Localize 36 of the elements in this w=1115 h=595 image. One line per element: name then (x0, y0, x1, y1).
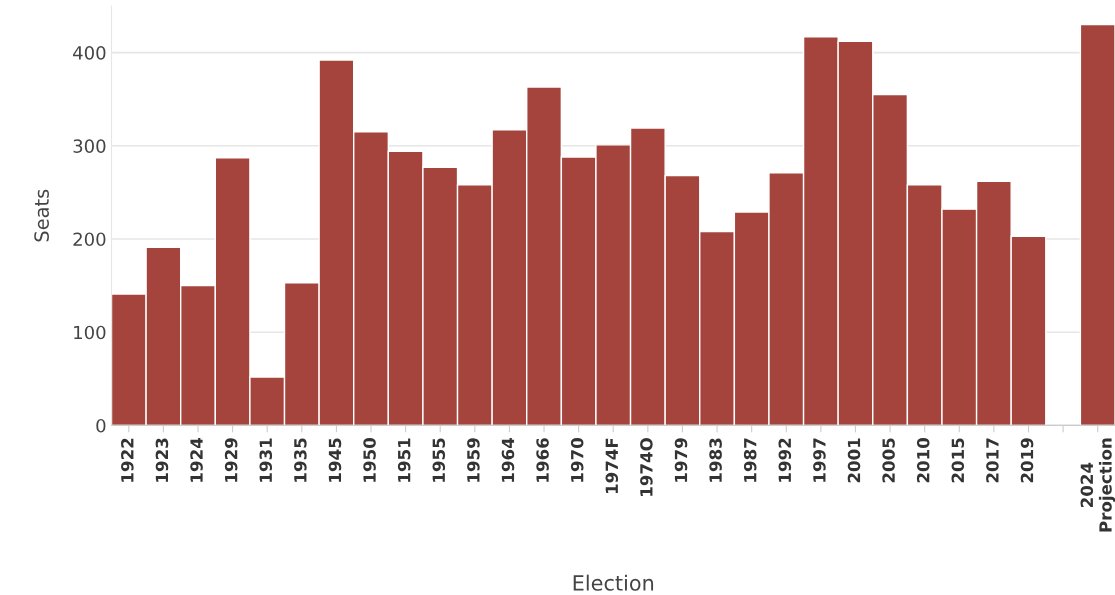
x-tick-label: 1966 (536, 438, 549, 482)
x-tick-label: 1964 (501, 438, 515, 482)
y-tick-label: 200 (73, 232, 106, 247)
y-axis-title: Seats (34, 189, 49, 242)
y-tick-label: 0 (96, 418, 106, 433)
x-axis-title: Election (573, 574, 654, 591)
x-tick-label: 2001 (847, 438, 861, 483)
x-tick-label: 1929 (224, 438, 238, 482)
x-tick-label: 1987 (743, 438, 757, 482)
x-tick-label: 2024 Projection (1080, 438, 1115, 532)
x-tick-label: 1923 (155, 438, 169, 482)
x-tick-label: 1979 (674, 438, 688, 482)
y-tick-label: 400 (73, 46, 106, 60)
y-tick-label: 300 (73, 139, 106, 153)
x-tick-label: 1924 (190, 438, 203, 482)
x-tick-label: 1935 (294, 438, 307, 482)
x-tick-label: 1931 (259, 438, 273, 482)
x-tick-label: 1992 (778, 438, 792, 482)
x-tick-label: 1959 (467, 438, 480, 482)
x-tick-label: 1951 (397, 438, 411, 482)
x-tick-label: 1997 (813, 438, 826, 482)
x-tick-label: 1983 (709, 438, 722, 482)
x-tick-label: 1950 (363, 438, 376, 482)
x-tick-label: 2005 (882, 438, 895, 483)
x-tick-label: 1922 (121, 438, 134, 482)
x-tick-label: 2017 (986, 438, 999, 483)
x-tick-label: 1945 (328, 438, 342, 482)
y-tick-label: 100 (74, 325, 106, 340)
x-tick-label: 2019 (1020, 438, 1034, 483)
x-tick-label: 1974O (640, 438, 653, 496)
x-tick-label: 1955 (432, 438, 446, 482)
x-tick-label: 2015 (951, 438, 965, 483)
bar (1079, 23, 1115, 426)
x-tick-label: 1974F (605, 438, 619, 494)
x-tick-label: 2010 (916, 438, 930, 483)
x-tick-label: 1970 (570, 438, 584, 482)
